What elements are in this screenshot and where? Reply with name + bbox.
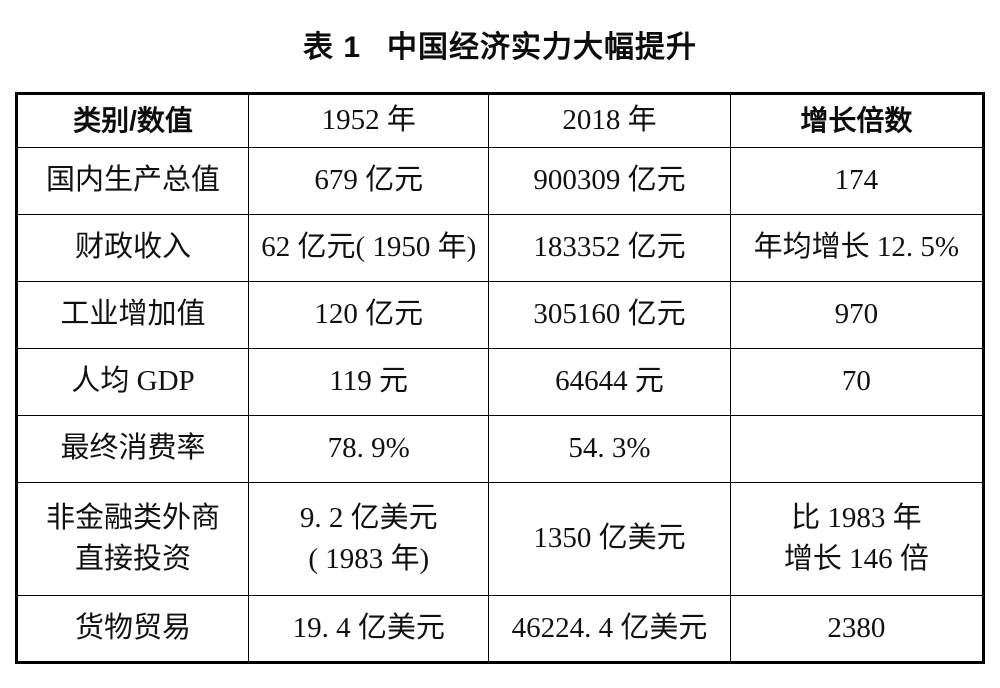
- cell-2018: 64644 元: [488, 348, 731, 416]
- cell-category: 货物贸易: [15, 595, 250, 663]
- cell-growth: 比 1983 年 增长 146 倍: [729, 482, 985, 596]
- cell-1952: 62 亿元( 1950 年): [248, 214, 490, 282]
- cell-growth: 2380: [729, 595, 985, 663]
- cell-1952: 120 亿元: [248, 281, 490, 349]
- economic-strength-table: 类别/数值 1952 年 2018 年 增长倍数 国内生产总值 679 亿元 9…: [15, 92, 985, 664]
- cell-1952: 9. 2 亿美元 ( 1983 年): [248, 482, 490, 596]
- cell-category: 非金融类外商 直接投资: [15, 482, 250, 596]
- cell-growth: 年均增长 12. 5%: [729, 214, 985, 282]
- cell-2018: 183352 亿元: [488, 214, 731, 282]
- table-row-fiscal-revenue: 财政收入 62 亿元( 1950 年) 183352 亿元 年均增长 12. 5…: [15, 214, 985, 282]
- cell-2018: 54. 3%: [488, 415, 731, 483]
- cell-1952: 19. 4 亿美元: [248, 595, 490, 663]
- cell-growth: [729, 415, 985, 483]
- cell-1952: 119 元: [248, 348, 490, 416]
- table-number-label: 表 1: [302, 31, 362, 64]
- cell-growth: 174: [729, 147, 985, 215]
- table-title-text: 中国经济实力大幅提升: [387, 31, 698, 64]
- table-row-consumption-rate: 最终消费率 78. 9% 54. 3%: [15, 415, 985, 483]
- cell-1952: 679 亿元: [248, 147, 490, 215]
- cell-growth: 970: [729, 281, 985, 349]
- column-header-category: 类别/数值: [15, 93, 250, 148]
- table-row-industrial-value: 工业增加值 120 亿元 305160 亿元 970: [15, 281, 985, 349]
- cell-2018: 305160 亿元: [488, 281, 731, 349]
- table-header-row: 类别/数值 1952 年 2018 年 增长倍数: [15, 93, 985, 148]
- cell-2018: 1350 亿美元: [488, 482, 731, 596]
- table-row-gdp: 国内生产总值 679 亿元 900309 亿元 174: [15, 147, 985, 215]
- cell-category: 工业增加值: [15, 281, 250, 349]
- table-title: 表 1 中国经济实力大幅提升: [0, 22, 1000, 66]
- cell-category: 人均 GDP: [15, 348, 250, 416]
- column-header-1952: 1952 年: [248, 93, 490, 148]
- table-row-gdp-per-capita: 人均 GDP 119 元 64644 元 70: [15, 348, 985, 416]
- column-header-growth: 增长倍数: [729, 93, 985, 148]
- table-row-fdi: 非金融类外商 直接投资 9. 2 亿美元 ( 1983 年) 1350 亿美元 …: [15, 482, 985, 596]
- cell-2018: 900309 亿元: [488, 147, 731, 215]
- cell-category: 财政收入: [15, 214, 250, 282]
- cell-1952: 78. 9%: [248, 415, 490, 483]
- cell-category: 国内生产总值: [15, 147, 250, 215]
- cell-2018: 46224. 4 亿美元: [488, 595, 731, 663]
- table-row-goods-trade: 货物贸易 19. 4 亿美元 46224. 4 亿美元 2380: [15, 595, 985, 663]
- cell-growth: 70: [729, 348, 985, 416]
- column-header-2018: 2018 年: [488, 93, 731, 148]
- cell-category: 最终消费率: [15, 415, 250, 483]
